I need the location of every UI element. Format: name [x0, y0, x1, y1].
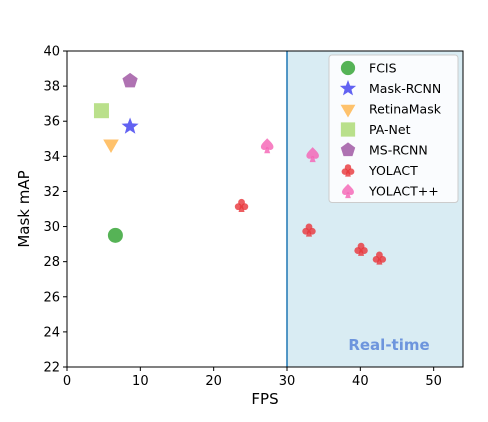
x-tick-label: 40	[352, 374, 369, 389]
legend-box	[328, 54, 459, 203]
y-axis-label: Mask mAP	[15, 170, 33, 247]
marker-club-stem	[358, 249, 365, 256]
y-tick-label: 30	[43, 220, 60, 235]
x-tick-label: 10	[132, 374, 149, 389]
marker-pentagon	[122, 72, 138, 88]
legend-marker-yolact	[341, 164, 355, 177]
legend-marker-ms-rcnn	[340, 142, 356, 157]
marker-circle	[107, 227, 123, 243]
marker-circle	[340, 60, 356, 76]
x-tick-label: 20	[205, 374, 222, 389]
y-tick-label: 40	[43, 45, 60, 60]
marker-spade-stem	[309, 156, 316, 163]
legend-marker-fcis	[340, 60, 356, 76]
point-ms-rcnn	[122, 72, 138, 88]
point-yolact	[302, 223, 316, 237]
x-tick-label: 30	[279, 374, 296, 389]
marker-spade-head	[342, 183, 354, 195]
marker-triangle	[340, 104, 356, 118]
y-tick-label: 26	[43, 290, 60, 305]
point-mask-rcnn	[121, 117, 139, 134]
legend-marker-yolactplusplus	[342, 183, 354, 199]
realtime-label: Real-time	[348, 336, 429, 354]
marker-square	[93, 103, 109, 119]
point-retinamask	[103, 139, 119, 154]
legend-label-pa-net: PA-Net	[369, 122, 411, 137]
marker-club-stem	[238, 205, 245, 212]
x-axis-label: FPS	[251, 390, 278, 408]
legend-label-retinamask: RetinaMask	[369, 102, 442, 117]
point-yolactplusplus	[306, 147, 319, 163]
legend-label-fcis: FCIS	[369, 61, 397, 76]
marker-spade-stem	[345, 192, 351, 199]
point-yolact	[234, 198, 249, 212]
point-yolact	[354, 242, 368, 256]
legend-label-yolact: YOLACT	[368, 163, 418, 178]
marker-star	[121, 117, 139, 134]
x-tick-label: 50	[425, 374, 442, 389]
legend-marker-mask-rcnn	[339, 79, 357, 96]
marker-spade-stem	[264, 147, 271, 154]
marker-spade-head	[306, 147, 319, 159]
y-tick-label: 38	[43, 80, 60, 95]
legend-label-ms-rcnn: MS-RCNN	[369, 143, 428, 158]
y-tick-label: 22	[43, 361, 60, 376]
marker-club-stem	[306, 230, 312, 237]
legend-marker-pa-net	[340, 122, 356, 137]
point-yolactplusplus	[260, 138, 274, 154]
point-yolact	[372, 251, 387, 265]
y-tick-label: 28	[43, 255, 60, 270]
y-tick-label: 32	[43, 185, 60, 200]
plot-frame	[66, 50, 464, 368]
marker-club-stem	[376, 258, 383, 265]
y-tick-label: 24	[43, 325, 60, 340]
marker-triangle	[103, 139, 119, 154]
marker-star	[339, 79, 357, 96]
y-tick-label: 34	[43, 150, 60, 165]
point-fcis	[107, 227, 123, 243]
y-tick-label: 36	[43, 115, 60, 130]
legend-label-yolactplusplus: YOLACT++	[368, 184, 439, 199]
legend-marker-retinamask	[340, 104, 356, 118]
marker-spade-head	[260, 138, 274, 150]
marker-club-stem	[345, 170, 351, 177]
x-tick-label: 0	[63, 374, 71, 389]
legend-label-mask-rcnn: Mask-RCNN	[369, 81, 441, 96]
marker-pentagon	[340, 142, 356, 157]
marker-square	[340, 122, 356, 137]
point-pa-net	[93, 103, 109, 119]
